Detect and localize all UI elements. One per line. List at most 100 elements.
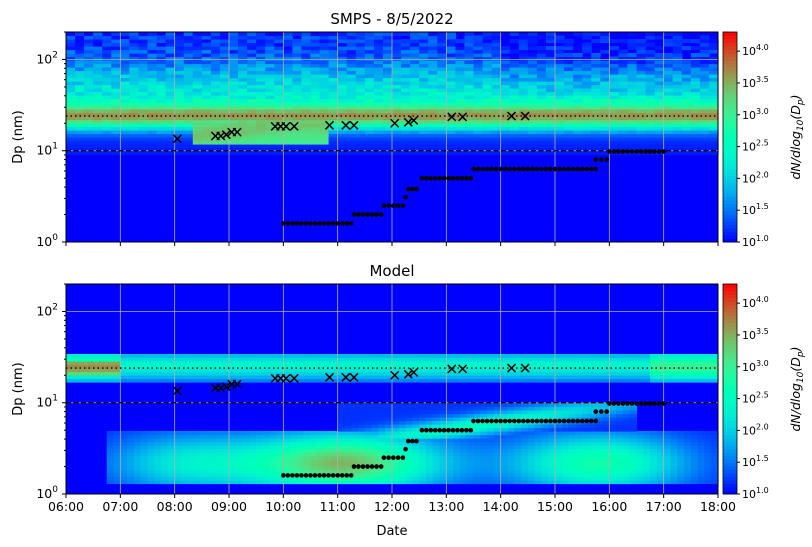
heatmap-cell: [156, 67, 167, 72]
heatmap-cell: [301, 46, 312, 51]
heatmap-cell: [147, 361, 155, 366]
heatmap-cell: [412, 375, 420, 380]
heatmap-cell: [455, 95, 466, 100]
heatmap-cell: [229, 434, 237, 439]
heatmap-cell: [446, 133, 456, 138]
heatmap-cell: [672, 109, 683, 114]
heatmap-cell: [111, 119, 121, 124]
heatmap-cell: [256, 151, 266, 156]
heatmap-cell: [656, 448, 665, 453]
heatmap-cell: [636, 81, 647, 86]
heatmap-cell: [541, 368, 549, 373]
heatmap-cell: [650, 357, 658, 362]
heatmap-cell: [609, 357, 617, 362]
heatmap-cell: [328, 147, 339, 152]
heatmap-cell: [405, 406, 413, 411]
heatmap-cell: [428, 77, 438, 82]
heatmap-cell: [428, 70, 438, 75]
heatmap-cell: [290, 431, 298, 436]
heatmap-cell: [102, 151, 112, 156]
heatmap-cell: [265, 109, 275, 114]
heatmap-cell: [573, 91, 583, 96]
heatmap-cell: [410, 53, 420, 58]
heatmap-cell: [247, 144, 257, 149]
heatmap-cell: [428, 126, 438, 131]
heatmap-cell: [201, 441, 210, 446]
heatmap-cell: [536, 67, 547, 72]
heatmap-cell: [72, 354, 81, 359]
heatmap-cell: [84, 95, 94, 100]
heatmap-cell: [629, 448, 638, 453]
heatmap-cell: [425, 473, 434, 478]
heatmap-cell: [219, 151, 230, 156]
heatmap-cell: [303, 371, 312, 376]
heatmap-cell: [509, 32, 520, 37]
heatmap-cell: [99, 361, 108, 366]
heatmap-cell: [120, 32, 130, 37]
heatmap-cell: [324, 364, 332, 369]
heatmap-cell: [636, 119, 647, 124]
heatmap-cell: [330, 469, 339, 474]
heatmap-cell: [351, 431, 359, 436]
heatmap-cell: [453, 413, 461, 418]
heatmap-cell: [265, 32, 275, 37]
heatmap-cell: [555, 130, 565, 135]
heatmap-cell: [201, 70, 212, 75]
heatmap-cell: [247, 35, 257, 40]
heatmap-cell: [509, 56, 520, 61]
heatmap-cell: [575, 434, 583, 439]
heatmap-cell: [229, 67, 239, 72]
heatmap-cell: [346, 60, 357, 65]
heatmap-cell: [600, 95, 610, 100]
heatmap-cell: [147, 445, 155, 450]
heatmap-cell: [446, 455, 454, 460]
heatmap-cell: [265, 70, 275, 75]
heatmap-cell: [317, 361, 325, 366]
heatmap-cell: [616, 431, 624, 436]
heatmap-cell: [609, 133, 619, 138]
heatmap-cell: [337, 81, 348, 86]
heatmap-cell: [75, 102, 85, 107]
heatmap-cell: [235, 441, 244, 446]
heatmap-cell: [229, 81, 239, 86]
heatmap-cell: [507, 371, 515, 376]
heatmap-cell: [140, 480, 149, 485]
heatmap-cell: [645, 123, 656, 128]
heatmap-cell: [75, 46, 85, 51]
heatmap-cell: [147, 459, 155, 464]
heatmap-cell: [514, 357, 522, 362]
heatmap-cell: [627, 91, 638, 96]
heatmap-cell: [541, 455, 549, 460]
heatmap-cell: [127, 361, 135, 366]
heatmap-cell: [290, 445, 298, 450]
heatmap-cell: [111, 32, 121, 37]
heatmap-cell: [75, 144, 85, 149]
heatmap-cell: [192, 102, 203, 107]
heatmap-cell: [317, 375, 325, 380]
heatmap-cell: [588, 438, 597, 443]
heatmap-cell: [138, 147, 149, 152]
heatmap-cell: [446, 434, 454, 439]
heatmap-cell: [373, 130, 384, 135]
heatmap-cell: [238, 56, 248, 61]
heatmap-cell: [165, 112, 176, 117]
heatmap-cell: [672, 56, 683, 61]
heatmap-cell: [364, 459, 373, 464]
heatmap-cell: [507, 410, 515, 415]
heatmap-cell: [111, 74, 121, 79]
heatmap-cell: [351, 371, 359, 376]
heatmap-cell: [174, 455, 183, 460]
y-tick-label: 102: [36, 50, 58, 66]
heatmap-cell: [337, 123, 348, 128]
heatmap-cell: [521, 357, 529, 362]
heatmap-cell: [405, 476, 413, 481]
heatmap-cell: [509, 147, 520, 152]
heatmap-cell: [582, 462, 590, 467]
heatmap-cell: [337, 410, 346, 415]
heatmap-cell: [464, 74, 475, 79]
heatmap-cell: [493, 438, 502, 443]
heatmap-cell: [102, 46, 112, 51]
heatmap-cell: [371, 413, 380, 418]
heatmap-cell: [210, 74, 221, 79]
heatmap-cell: [201, 455, 210, 460]
